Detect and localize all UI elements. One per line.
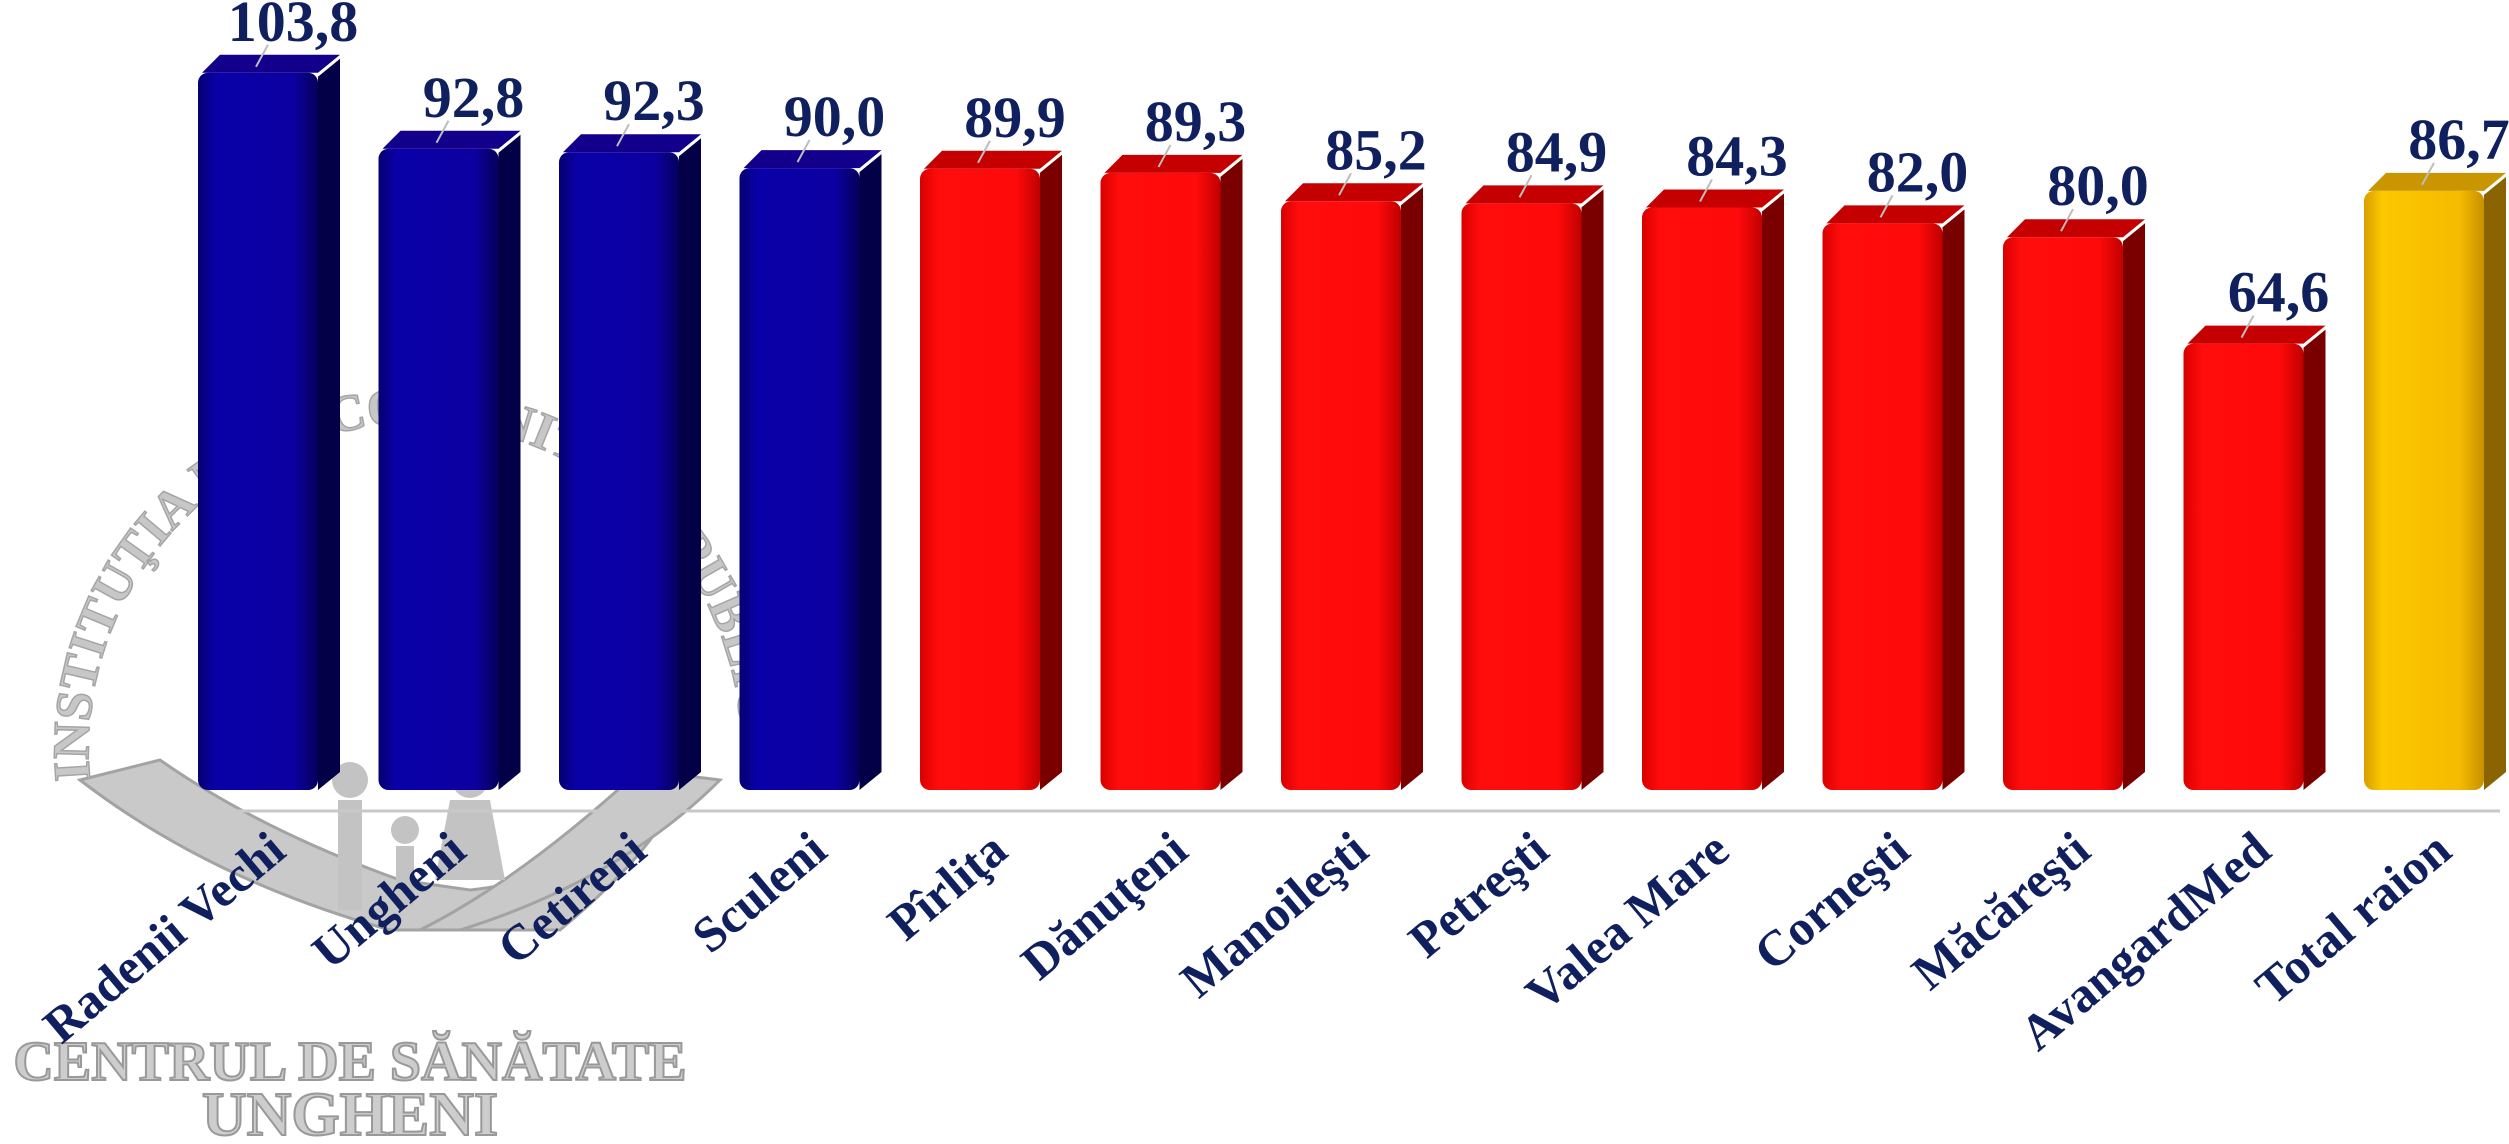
value-leader-line <box>977 140 991 164</box>
value-leader-line <box>2240 315 2255 339</box>
value-label-p-rli-a: 89,9 <box>964 85 1066 150</box>
value-leader-line <box>1699 179 1713 202</box>
bar-top-face <box>382 130 521 149</box>
value-leader-line <box>2060 208 2074 232</box>
bar-side-face <box>1401 187 1423 790</box>
bar-side-face <box>1581 189 1604 790</box>
bar-top-face <box>1285 183 1423 202</box>
bar-front-face <box>739 168 860 791</box>
bar-top-face <box>1646 189 1784 208</box>
category-label-sculeni: Sculeni <box>681 820 836 963</box>
value-label-cetireni: 92,3 <box>603 68 705 133</box>
bar-top-face <box>743 150 882 169</box>
bar-sculeni <box>739 150 882 791</box>
bar-top-face <box>2187 325 2326 344</box>
bar-total-raion <box>2364 172 2506 790</box>
category-label-radenii-vechi: Radenii Vechi <box>32 820 295 1053</box>
bar-front-face <box>198 72 318 790</box>
bar-corne-ti <box>1822 205 1965 790</box>
value-leader-line <box>616 123 630 147</box>
category-label-p-rli-a: Pîrliţa <box>877 821 1017 951</box>
bar-side-face <box>498 134 521 790</box>
bar-front-face <box>1100 172 1221 790</box>
bar-front-face <box>1822 223 1943 790</box>
value-label-sculeni: 90,0 <box>784 84 886 149</box>
bar-side-face <box>2123 223 2145 790</box>
bar-petre-ti <box>1461 185 1604 790</box>
bar-top-face <box>2007 219 2145 238</box>
bar-top-face <box>563 134 701 153</box>
bar-side-face <box>1762 193 1784 790</box>
bar-m-c-re-ti <box>2003 219 2145 790</box>
value-leader-line <box>255 44 269 68</box>
watermark-line2: UNGHENI <box>202 1081 498 1144</box>
category-label-valea-mare: Valea Mare <box>1515 821 1739 1022</box>
value-label-manoile-ti: 85,2 <box>1325 117 1427 182</box>
bar-manoile-ti <box>1281 183 1423 790</box>
bar-top-face <box>1104 154 1243 173</box>
bar-top-face <box>2368 172 2506 191</box>
bar-side-face <box>1942 209 1965 790</box>
value-leader-line <box>1879 194 1894 218</box>
value-leader-line <box>796 139 811 163</box>
value-label-valea-mare: 84,3 <box>1686 123 1788 188</box>
bar-side-face <box>2303 329 2326 790</box>
bar-front-face <box>2183 343 2304 790</box>
value-label-radenii-vechi: 103,8 <box>228 0 359 54</box>
bar-top-face <box>1465 185 1604 204</box>
bar-side-face <box>1040 154 1062 790</box>
value-leader-line <box>1338 172 1352 196</box>
category-labels-group: Radenii Vechi Ungheni Cetireni Sculeni Pîrli… <box>32 820 2461 1061</box>
watermark-line1: CENTRUL DE SĂNĂTATE <box>13 1030 686 1093</box>
bar-radenii-vechi <box>198 54 340 790</box>
bar-side-face <box>318 58 340 790</box>
bar-front-face <box>1461 203 1582 790</box>
bar-side-face <box>1220 158 1243 790</box>
category-label-total-raion: Total raion <box>2245 820 2462 1015</box>
value-leader-line <box>1518 174 1533 198</box>
value-label-corne-ti: 82,0 <box>1867 139 1969 204</box>
value-leader-line <box>435 120 450 144</box>
value-leader-line <box>1157 144 1172 168</box>
value-label-d-nu-eni: 89,3 <box>1145 89 1247 154</box>
category-label-corne-ti: Corneşti <box>1743 820 1919 981</box>
bar-side-face <box>859 154 882 791</box>
bar-ungheni <box>378 130 521 790</box>
bars-group <box>198 54 2506 791</box>
bar-front-face <box>378 148 499 790</box>
bar-front-face <box>559 152 679 790</box>
bar-front-face <box>920 168 1040 790</box>
bar-d-nu-eni <box>1100 154 1243 790</box>
value-label-total-raion: 86,7 <box>2408 107 2509 172</box>
bar-front-face <box>2364 190 2484 790</box>
bar-valea-mare <box>1642 189 1784 790</box>
bar-top-face <box>924 150 1062 169</box>
bar-side-face <box>2484 176 2506 790</box>
value-label-ungheni: 92,8 <box>423 65 525 130</box>
category-label-petre-ti: Petreşti <box>1398 820 1559 968</box>
category-label-manoile-ti: Manoileşti <box>1170 820 1378 1008</box>
bar-front-face <box>2003 237 2123 790</box>
value-label-avangardmed: 64,6 <box>2228 260 2330 325</box>
value-label-petre-ti: 84,9 <box>1506 119 1608 184</box>
bar-front-face <box>1281 201 1401 790</box>
value-labels-group: 103,8 92,8 92,3 90,0 89,9 89,3 85,2 84,9 84,3 82,… <box>228 0 2509 339</box>
bar-side-face <box>679 138 701 790</box>
value-leader-line <box>2421 162 2435 186</box>
bar-top-face <box>1826 205 1965 224</box>
bar-p-rli-a <box>920 150 1062 790</box>
bar-top-face <box>202 54 340 73</box>
bar-front-face <box>1642 207 1762 790</box>
value-label-m-c-re-ti: 80,0 <box>2047 153 2149 218</box>
bar-avangardmed <box>2183 325 2326 790</box>
bar-cetireni <box>559 134 701 790</box>
